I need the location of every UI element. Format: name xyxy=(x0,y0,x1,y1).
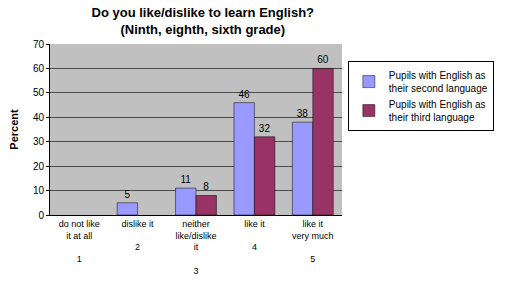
svg-text:Pupils with English astheir th: Pupils with English astheir third langua… xyxy=(389,99,486,123)
svg-text:Pupils with English astheir se: Pupils with English astheir second langu… xyxy=(389,70,488,94)
svg-text:do not likeit at all 1: do not likeit at all 1 xyxy=(59,219,100,264)
svg-text:neitherlike/dislikeit 3: neitherlike/dislikeit 3 xyxy=(175,219,216,276)
svg-text:46: 46 xyxy=(238,89,250,100)
svg-text:dislike it 2: dislike it 2 xyxy=(122,219,155,252)
svg-text:70: 70 xyxy=(33,39,45,50)
svg-text:like it 4: like it 4 xyxy=(244,219,265,252)
svg-text:60: 60 xyxy=(317,54,329,65)
svg-text:like itvery much 5: like itvery much 5 xyxy=(292,219,334,264)
svg-text:40: 40 xyxy=(33,112,45,123)
svg-text:11: 11 xyxy=(180,174,191,185)
svg-text:32: 32 xyxy=(259,123,271,134)
svg-text:0: 0 xyxy=(38,210,44,221)
svg-text:60: 60 xyxy=(33,63,45,74)
svg-text:5: 5 xyxy=(124,189,130,200)
svg-text:50: 50 xyxy=(33,87,45,98)
svg-text:10: 10 xyxy=(33,185,45,196)
svg-text:Do you like/dislike to learn E: Do you like/dislike to learn English?(Ni… xyxy=(92,5,315,37)
svg-text:20: 20 xyxy=(33,161,45,172)
svg-text:Percent: Percent xyxy=(8,109,20,150)
svg-text:8: 8 xyxy=(203,181,209,192)
svg-text:38: 38 xyxy=(297,108,309,119)
svg-text:30: 30 xyxy=(33,136,45,147)
